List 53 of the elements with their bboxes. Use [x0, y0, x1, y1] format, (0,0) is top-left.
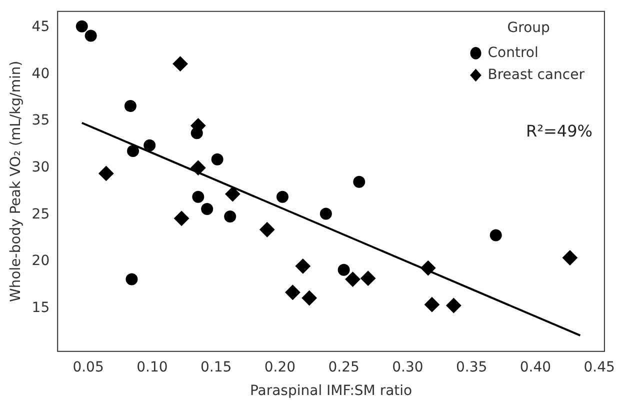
y-tick-label: 45: [32, 18, 50, 35]
x-tick-label: 0.40: [520, 359, 552, 376]
point: [124, 100, 136, 112]
point: [225, 186, 240, 202]
y-tick-label: 20: [32, 253, 50, 270]
point: [276, 190, 288, 203]
point: [353, 176, 366, 188]
x-tick-label: 0.15: [200, 359, 232, 376]
x-tick-label: 0.35: [456, 359, 488, 376]
annotation: R²=49%: [526, 121, 592, 140]
x-axis-title: Paraspinal IMF:SM ratio: [250, 383, 412, 400]
x-tick-label: 0.45: [584, 359, 615, 376]
x-tick-label: 0.25: [328, 359, 360, 376]
point: [201, 203, 214, 216]
point: [420, 260, 436, 276]
legend-label: Breast cancer: [488, 66, 585, 83]
y-tick-label: 15: [32, 300, 50, 316]
point: [446, 298, 462, 314]
y-axis-title: Whole-body Peak VO₂ (mL/kg/min): [8, 60, 24, 302]
point: [192, 190, 204, 203]
legend-title: Group: [507, 20, 550, 36]
legend-label: Control: [488, 44, 538, 61]
point: [98, 166, 114, 181]
point: [126, 144, 139, 157]
x-tick-label: 0.10: [136, 359, 168, 376]
x-tick-label: 0.05: [72, 359, 104, 376]
point: [190, 160, 206, 176]
point: [302, 290, 317, 306]
point: [84, 30, 97, 42]
point: [76, 20, 88, 32]
point: [562, 250, 578, 266]
point: [144, 139, 156, 152]
point: [345, 272, 360, 287]
y-tick-label: 40: [32, 66, 50, 82]
point: [320, 208, 332, 220]
point: [360, 270, 376, 286]
x-tick-label: 0.30: [392, 359, 424, 376]
point: [338, 264, 350, 276]
point: [126, 273, 138, 286]
point: [190, 127, 203, 140]
point: [224, 210, 236, 223]
y-tick-label: 30: [32, 159, 50, 176]
point: [211, 153, 224, 166]
point: [285, 284, 300, 300]
point: [172, 56, 188, 72]
point: [295, 258, 310, 274]
x-tick-label: 0.20: [264, 359, 296, 376]
point: [174, 210, 190, 226]
point: [490, 229, 502, 242]
point: [260, 222, 275, 238]
y-tick-label: 25: [32, 206, 50, 222]
y-tick-label: 35: [32, 112, 50, 129]
point: [424, 297, 440, 312]
